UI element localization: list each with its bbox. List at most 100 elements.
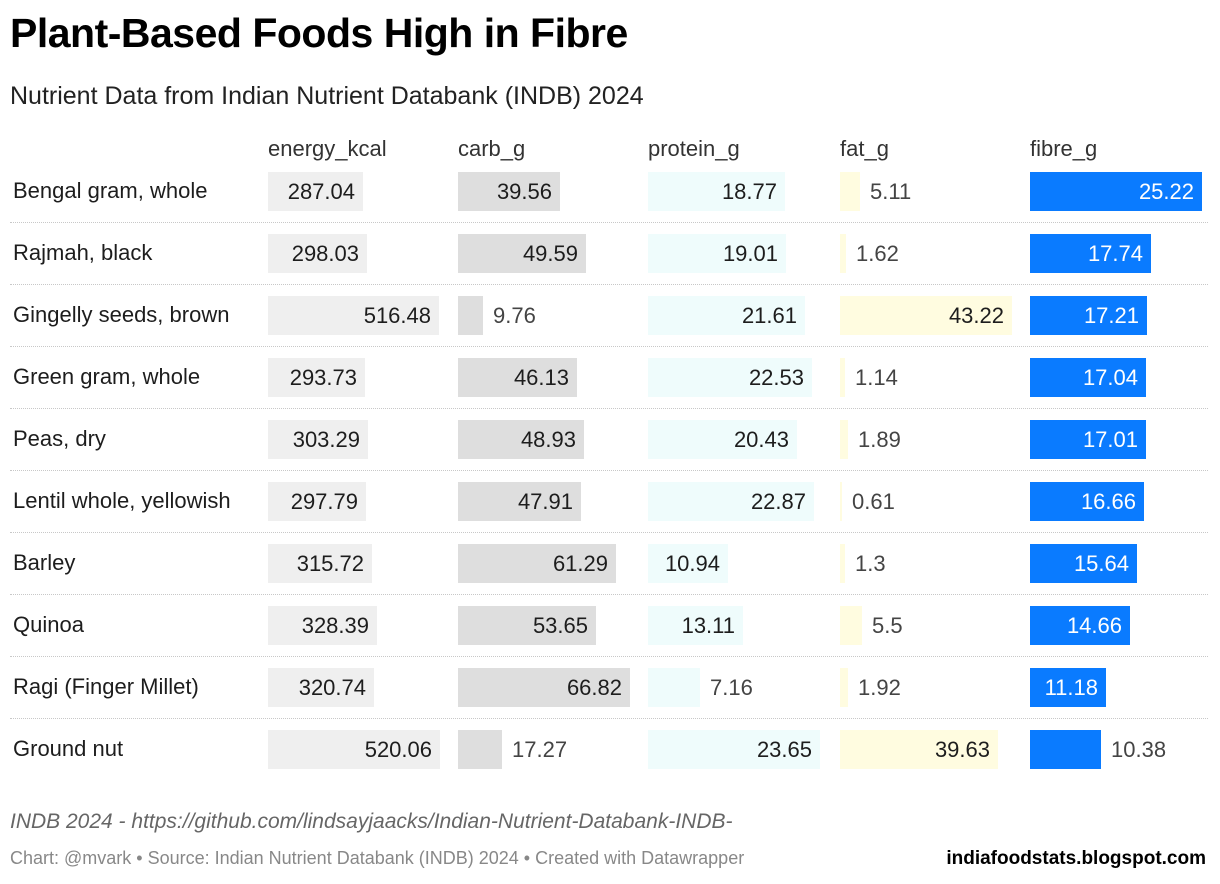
column-header-fat-g: fat_g	[840, 136, 889, 161]
protein-g-bar	[648, 482, 814, 521]
energy-kcal-bar	[268, 544, 372, 583]
carb-g-value: 17.27	[512, 737, 568, 762]
fat-g-bar	[840, 234, 846, 273]
protein-g-bar	[648, 358, 812, 397]
energy-kcal-value: 320.74	[298, 675, 366, 700]
row-label: Quinoa	[13, 612, 84, 637]
fat-g-value: 1.14	[855, 365, 898, 390]
fibre-g-bar	[1030, 296, 1147, 335]
row-label: Lentil whole, yellowish	[13, 488, 231, 513]
energy-kcal-bar	[268, 730, 440, 769]
row-label: Ragi (Finger Millet)	[13, 674, 199, 699]
fibre-g-value: 25.22	[1138, 179, 1194, 204]
fibre-g-bar	[1030, 172, 1202, 211]
protein-g-value: 7.16	[710, 675, 753, 700]
fat-g-value: 5.11	[870, 179, 912, 204]
table-row: Barley 315.72 61.29 10.94 1.3 15.64	[10, 532, 1208, 595]
fibre-g-value: 10.38	[1111, 737, 1167, 762]
protein-g-bar	[648, 172, 785, 211]
carb-g-value: 49.59	[522, 241, 578, 266]
protein-g-bar	[648, 544, 728, 583]
protein-g-bar	[648, 234, 786, 273]
carb-g-bar	[458, 296, 483, 335]
fibre-g-value: 11.18	[1044, 675, 1098, 700]
carb-g-value: 9.76	[493, 303, 536, 328]
fat-g-bar	[840, 668, 848, 707]
fat-g-value: 43.22	[948, 303, 1004, 328]
energy-kcal-value: 303.29	[292, 427, 360, 452]
energy-kcal-value: 315.72	[296, 551, 364, 576]
fibre-g-bar	[1030, 420, 1146, 459]
column-header-protein-g: protein_g	[648, 136, 740, 161]
table-row: Ground nut 520.06 17.27 23.65 39.63 10.38	[10, 718, 1208, 780]
table-row: Gingelly seeds, brown 516.48 9.76 21.61 43.2…	[10, 284, 1208, 347]
fat-g-value: 0.61	[852, 489, 895, 514]
carb-g-bar	[458, 482, 581, 521]
energy-kcal-bar	[268, 420, 368, 459]
carb-g-value: 46.13	[513, 365, 569, 390]
fat-g-value: 1.92	[858, 675, 901, 700]
fibre-g-bar	[1030, 482, 1144, 521]
fibre-g-value: 15.64	[1073, 551, 1129, 576]
fat-g-value: 1.89	[858, 427, 901, 452]
protein-g-bar	[648, 420, 797, 459]
energy-kcal-value: 520.06	[364, 737, 432, 762]
fibre-g-bar	[1030, 668, 1106, 707]
energy-kcal-bar	[268, 358, 365, 397]
fibre-g-value: 14.66	[1066, 613, 1122, 638]
fibre-g-bar	[1030, 606, 1130, 645]
row-label: Ground nut	[13, 736, 124, 761]
energy-kcal-bar	[268, 668, 374, 707]
energy-kcal-value: 293.73	[289, 365, 357, 390]
table-row: Quinoa 328.39 53.65 13.11 5.5 14.66	[10, 594, 1208, 657]
row-label: Peas, dry	[13, 426, 106, 451]
energy-kcal-bar	[268, 606, 377, 645]
row-label: Barley	[13, 550, 76, 575]
fat-g-value: 39.63	[934, 737, 990, 762]
energy-kcal-bar	[268, 234, 367, 273]
table-row: Rajmah, black 298.03 49.59 19.01 1.62 17.74	[10, 222, 1208, 285]
fibre-g-value: 16.66	[1080, 489, 1136, 514]
energy-kcal-bar	[268, 172, 363, 211]
protein-g-value: 22.87	[750, 489, 806, 514]
fat-g-bar	[840, 544, 845, 583]
fat-g-bar	[840, 172, 860, 211]
fat-g-bar	[840, 606, 862, 645]
fat-g-value: 1.62	[856, 241, 899, 266]
protein-g-bar	[648, 730, 820, 769]
fat-g-value: 1.3	[855, 551, 886, 576]
protein-g-bar	[648, 296, 805, 335]
column-header-energy-kcal: energy_kcal	[268, 136, 387, 161]
fat-g-bar	[840, 358, 845, 397]
table-row: Lentil whole, yellowish 297.79 47.91 22.87 0…	[10, 470, 1208, 533]
protein-g-value: 20.43	[733, 427, 789, 452]
carb-g-bar	[458, 730, 502, 769]
energy-kcal-value: 297.79	[290, 489, 358, 514]
fat-g-bar	[840, 730, 998, 769]
fat-g-value: 5.5	[872, 613, 903, 638]
row-label: Green gram, whole	[13, 364, 201, 389]
protein-g-value: 19.01	[722, 241, 778, 266]
protein-g-value: 22.53	[748, 365, 804, 390]
protein-g-bar	[648, 668, 700, 707]
carb-g-value: 48.93	[520, 427, 576, 452]
blog-name: indiafoodstats.blogspot.com	[946, 848, 1206, 869]
energy-kcal-value: 328.39	[301, 613, 369, 638]
fibre-g-bar	[1030, 234, 1151, 273]
row-label: Rajmah, black	[13, 240, 153, 265]
row-label: Gingelly seeds, brown	[13, 302, 230, 327]
energy-kcal-value: 287.04	[287, 179, 355, 204]
carb-g-value: 39.56	[496, 179, 552, 204]
protein-g-value: 13.11	[681, 613, 735, 638]
source-note: INDB 2024 - https://github.com/lindsayja…	[10, 810, 733, 833]
carb-g-value: 47.91	[517, 489, 573, 514]
table-row: Ragi (Finger Millet) 320.74 66.82 7.16 1.92 1…	[10, 656, 1208, 719]
fibre-g-bar	[1030, 358, 1146, 397]
fibre-g-value: 17.21	[1083, 303, 1139, 328]
fat-g-bar	[840, 482, 842, 521]
protein-g-value: 23.65	[756, 737, 812, 762]
table-row: Green gram, whole 293.73 46.13 22.53 1.14 17.…	[10, 346, 1208, 409]
fibre-g-bar	[1030, 544, 1137, 583]
chart-subtitle: Nutrient Data from Indian Nutrient Datab…	[10, 82, 644, 110]
energy-kcal-value: 298.03	[291, 241, 359, 266]
